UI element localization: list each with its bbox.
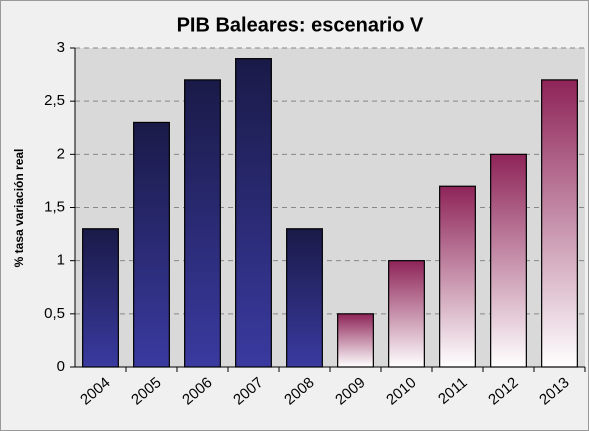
y-axis-label: % tasa variación real [12, 149, 26, 268]
bar [184, 79, 221, 368]
y-tick-label: 0,5 [44, 305, 65, 322]
bar [133, 121, 170, 368]
y-tick-label: 3 [57, 39, 65, 56]
bar [541, 79, 578, 368]
bar [337, 313, 374, 368]
bar [235, 58, 272, 368]
y-tick-label: 2,5 [44, 92, 65, 109]
bar [490, 153, 527, 368]
y-tick-label: 1 [57, 252, 65, 269]
y-tick-label: 2 [57, 145, 65, 162]
bar [388, 260, 425, 368]
bar [286, 228, 323, 368]
chart-title: PIB Baleares: escenario V [177, 14, 424, 36]
bar [82, 228, 119, 368]
bar [439, 185, 476, 368]
y-tick-label: 0 [57, 358, 65, 375]
y-tick-label: 1,5 [44, 198, 65, 215]
